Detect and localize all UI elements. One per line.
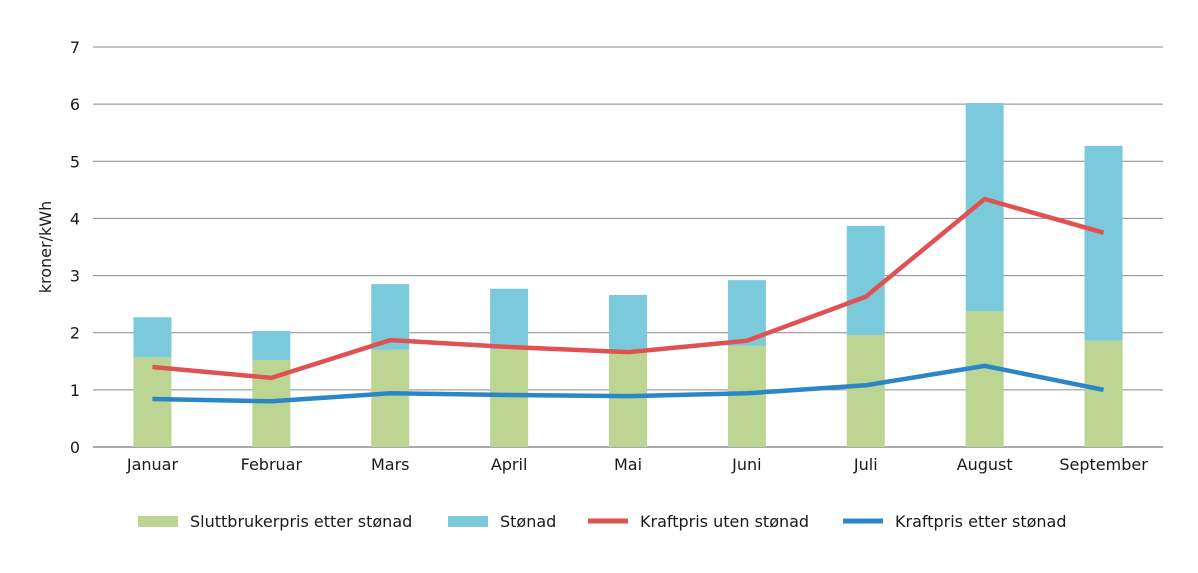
legend-swatch [448,516,488,527]
y-axis-label: kroner/kWh [36,201,55,293]
bar-stønad [846,225,885,335]
x-tick-label: Mai [614,455,642,474]
y-tick-label: 3 [70,267,80,286]
y-tick-label: 1 [70,381,80,400]
bar-stønad [965,103,1004,311]
line-kraftpris-etter-stønad [152,363,1105,404]
line-kraftpris-uten-stønad [152,196,1105,381]
bar-sluttbrukerpris-etter-stønad [371,349,410,447]
x-tick-label: Februar [241,455,303,474]
y-tick-label: 2 [70,324,80,343]
bar-sluttbrukerpris-etter-stønad [727,345,766,447]
legend-swatch [138,516,178,527]
y-tick-label: 6 [70,95,80,114]
x-tick-label: Juni [731,455,761,474]
bar-stønad [252,331,291,361]
bar-sluttbrukerpris-etter-stønad [965,311,1004,447]
x-tick-label: Januar [126,455,179,474]
x-tick-label: Juli [853,455,878,474]
x-tick-label: April [491,455,528,474]
bar-stønad [490,288,529,350]
bar-sluttbrukerpris-etter-stønad [609,352,647,447]
bar-stønad [1084,145,1123,341]
legend-label: Kraftpris etter stønad [895,512,1067,531]
bar-sluttbrukerpris-etter-stønad [490,349,529,447]
legend-label: Stønad [500,512,556,531]
bar-sluttbrukerpris-etter-stønad [1084,340,1123,447]
bar-sluttbrukerpris-etter-stønad [133,357,172,447]
legend-label: Sluttbrukerpris etter stønad [190,512,412,531]
bar-stønad [609,295,647,353]
bar-sluttbrukerpris-etter-stønad [846,335,885,447]
y-tick-label: 0 [70,438,80,457]
legend-label: Kraftpris uten stønad [640,512,809,531]
x-tick-label: August [957,455,1013,474]
y-tick-label: 5 [70,152,80,171]
y-tick-label: 4 [70,209,80,228]
x-tick-label: September [1059,455,1148,474]
bar-stønad [133,317,172,358]
x-tick-label: Mars [371,455,410,474]
y-tick-label: 7 [70,38,80,57]
